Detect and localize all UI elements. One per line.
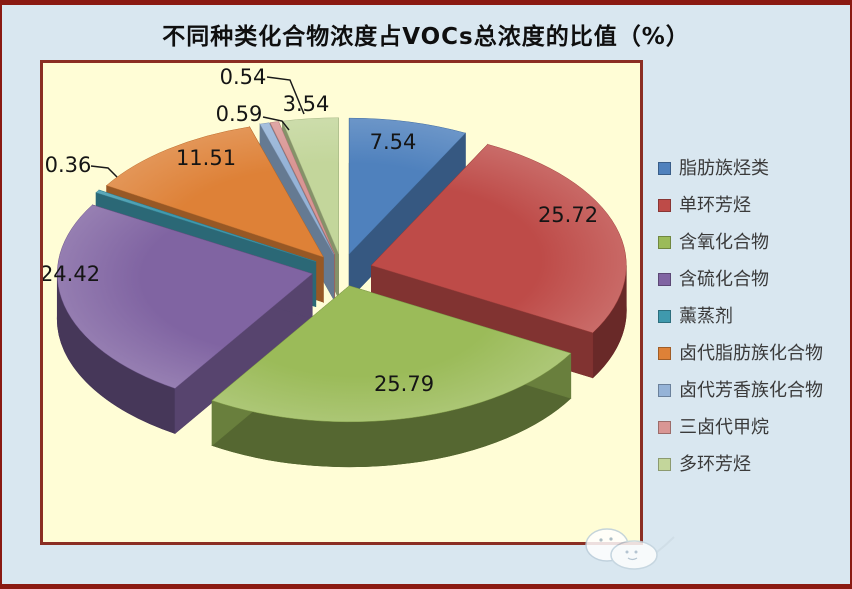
legend-swatch bbox=[658, 199, 671, 212]
legend-label: 卤代脂肪族化合物 bbox=[679, 343, 823, 364]
legend-label: 多环芳烃 bbox=[679, 454, 751, 475]
legend-swatch bbox=[658, 347, 671, 360]
legend-item: 脂肪族烃类 bbox=[658, 158, 823, 179]
legend-label: 卤代芳香族化合物 bbox=[679, 380, 823, 401]
legend-item: 含硫化合物 bbox=[658, 269, 823, 290]
leader-line bbox=[262, 116, 290, 131]
slice-labels: 7.54 25.72 25.79 24.42 0.36 11.51 0.59 0.54 3.54 bbox=[43, 65, 598, 396]
leader-line bbox=[90, 165, 118, 178]
legend-item: 卤代芳香族化合物 bbox=[658, 380, 823, 401]
slice-value-label: 0.59 bbox=[216, 102, 263, 126]
legend-label: 含氧化合物 bbox=[679, 232, 769, 253]
pie-slice bbox=[56, 204, 313, 435]
plot-area: 7.54 25.72 25.79 24.42 0.36 11.51 0.59 0.54 3.54 bbox=[40, 60, 643, 545]
slice-value-label: 11.51 bbox=[176, 146, 236, 170]
legend-swatch bbox=[658, 273, 671, 286]
chart-title: 不同种类化合物浓度占VOCs总浓度的比值（%） bbox=[162, 24, 690, 50]
legend-swatch bbox=[658, 458, 671, 471]
legend-label: 单环芳烃 bbox=[679, 195, 751, 216]
slice-value-label: 0.54 bbox=[220, 65, 267, 89]
legend-swatch bbox=[658, 384, 671, 397]
legend: 脂肪族烃类单环芳烃含氧化合物含硫化合物薰蒸剂卤代脂肪族化合物 卤代芳香族化合物 三卤… bbox=[658, 158, 823, 495]
legend-item: 单环芳烃 bbox=[658, 195, 823, 216]
legend-item: 多环芳烃 bbox=[658, 454, 823, 475]
legend-swatch bbox=[658, 310, 671, 323]
slice-value-label: 24.42 bbox=[43, 262, 100, 286]
legend-label: 三卤代甲烷 bbox=[679, 417, 769, 438]
legend-item: 卤代脂肪族化合物 bbox=[658, 343, 823, 364]
legend-label: 含硫化合物 bbox=[679, 269, 769, 290]
slice-value-label: 7.54 bbox=[370, 130, 417, 154]
cloud-mascot-watermark-icon bbox=[585, 528, 675, 570]
slice-value-label: 0.36 bbox=[45, 153, 92, 177]
legend-swatch bbox=[658, 162, 671, 175]
pie-3d-chart: 7.54 25.72 25.79 24.42 0.36 11.51 0.59 0.54 3.54 bbox=[43, 65, 627, 468]
legend-item: 含氧化合物 bbox=[658, 232, 823, 253]
legend-item: 薰蒸剂 bbox=[658, 306, 823, 327]
slice-value-label: 25.79 bbox=[374, 372, 434, 396]
slice-value-label: 3.54 bbox=[283, 92, 330, 116]
pie-slice bbox=[211, 285, 572, 468]
slice-value-label: 25.72 bbox=[538, 203, 598, 227]
legend-item: 三卤代甲烷 bbox=[658, 417, 823, 438]
legend-label: 脂肪族烃类 bbox=[679, 158, 769, 179]
legend-swatch bbox=[658, 236, 671, 249]
legend-swatch bbox=[658, 421, 671, 434]
legend-label: 薰蒸剂 bbox=[679, 306, 733, 327]
leader-line bbox=[266, 76, 305, 115]
